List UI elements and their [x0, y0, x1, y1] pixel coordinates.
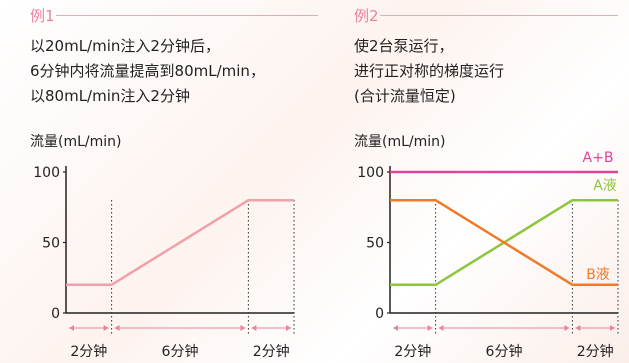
phase-arrow-head	[564, 325, 570, 331]
example-1-description: 以20mL/min注入2分钟后， 6分钟内将流量提高到80mL/min， 以80mL…	[30, 34, 265, 109]
phase-arrow-head	[610, 325, 615, 331]
phase-arrow-head	[103, 325, 109, 331]
series-line	[390, 198, 618, 287]
phase-arrow-head	[438, 325, 444, 331]
example-2-line: (合计流量恒定)	[354, 87, 456, 105]
phase-arrow-head	[240, 325, 246, 331]
phase-arrow-head	[69, 325, 74, 331]
example-1-line: 以80mL/min注入2分钟	[30, 87, 190, 105]
phase-label: 6分钟	[162, 343, 199, 360]
example-1-rule	[56, 15, 318, 16]
example-2-label: 例2	[354, 7, 379, 25]
y-tick-label: 50	[366, 236, 384, 252]
phase-label: 2分钟	[394, 343, 431, 360]
y-tick-label: 50	[42, 236, 60, 252]
series-label: B液	[586, 267, 610, 283]
y-axis-title: 流量(mL/min)	[354, 134, 445, 150]
example-2-line: 使2台泵运行，	[354, 37, 454, 55]
phase-arrow-head	[114, 325, 120, 331]
phase-arrow-head	[575, 325, 581, 331]
phase-label: 2分钟	[253, 343, 290, 360]
phase-arrow-head	[251, 325, 257, 331]
phase-label: 2分钟	[577, 343, 614, 360]
y-tick-label: 100	[33, 165, 60, 181]
y-tick-label: 0	[51, 306, 60, 322]
phase-arrow-head	[427, 325, 433, 331]
series-label: A液	[593, 178, 617, 194]
example-1-line: 6分钟内将流量提高到80mL/min，	[30, 62, 265, 80]
example-1-line: 以20mL/min注入2分钟后，	[30, 37, 220, 55]
phase-arrow-head	[393, 325, 398, 331]
y-tick-label: 0	[375, 306, 384, 322]
example-2-description: 使2台泵运行， 进行正对称的梯度运行 (合计流量恒定)	[354, 34, 504, 109]
series-line	[66, 198, 294, 287]
example-1-label: 例1	[30, 7, 55, 25]
y-tick-label: 100	[357, 165, 384, 181]
example-2-rule	[380, 15, 618, 16]
example-2-line: 进行正对称的梯度运行	[354, 62, 505, 80]
y-axis-title: 流量(mL/min)	[30, 134, 121, 150]
phase-label: 2分钟	[70, 343, 107, 360]
phase-arrow-head	[286, 325, 291, 331]
series-label: A+B	[583, 150, 614, 166]
phase-label: 6分钟	[486, 343, 523, 360]
